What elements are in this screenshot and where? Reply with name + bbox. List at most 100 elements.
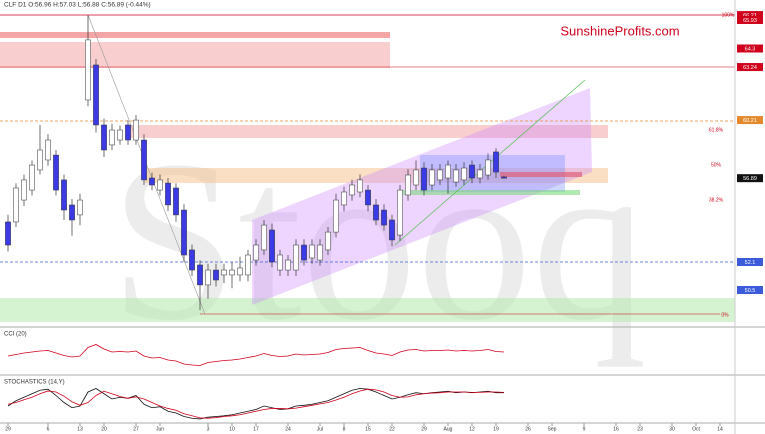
- candle-body: [61, 179, 67, 211]
- candle-body: [301, 244, 307, 261]
- candle-body: [157, 179, 163, 191]
- x-tick-label: 29: [421, 426, 427, 432]
- candle-body: [213, 269, 219, 281]
- candle-body: [133, 119, 139, 141]
- candle-body: [413, 169, 419, 186]
- candle-body: [333, 199, 339, 233]
- candle-body: [293, 244, 299, 271]
- x-tick-label: 22: [389, 426, 395, 432]
- x-tick-label: 10: [229, 426, 235, 432]
- candle-body: [325, 231, 331, 251]
- candle-body: [445, 164, 451, 179]
- candle-body: [253, 244, 259, 261]
- candle-body: [221, 269, 227, 276]
- candle-body: [485, 159, 491, 176]
- candle-body: [125, 124, 131, 141]
- x-tick-label: 14: [717, 426, 723, 432]
- x-tick-label: 26: [525, 426, 531, 432]
- candle-body: [493, 151, 499, 173]
- y-tick-label: 52.1: [745, 260, 756, 266]
- y-tick-label: 56.89: [743, 176, 757, 182]
- candle-body: [29, 164, 35, 191]
- zone: [500, 172, 582, 177]
- x-tick-label: Sep: [548, 426, 557, 432]
- fib-label: 61.8%: [709, 127, 724, 133]
- trend-channel: [252, 88, 592, 305]
- candle-body: [141, 139, 147, 181]
- candle-body: [453, 169, 459, 183]
- candle-body: [269, 229, 275, 263]
- x-tick-label: 13: [77, 426, 83, 432]
- y-tick-tag: [737, 11, 763, 20]
- candle-body: [437, 169, 443, 181]
- y-tick-label: 65.93: [743, 18, 757, 24]
- indicator-line: [7, 388, 505, 419]
- y-tick-tag: [737, 174, 763, 183]
- x-tick-label: Aug: [444, 426, 453, 432]
- candle-body: [237, 267, 243, 276]
- x-tick-label: Jul: [317, 426, 323, 432]
- candle-body: [341, 191, 347, 206]
- candle-body: [261, 224, 267, 251]
- candle-body: [13, 187, 19, 223]
- candle-body: [117, 129, 123, 141]
- candle-body: [173, 187, 179, 216]
- candle-body: [405, 174, 411, 196]
- y-tick-tag: [737, 15, 763, 24]
- y-tick-tag: [737, 63, 763, 72]
- indicator-line: [7, 388, 504, 420]
- watermark: Stooq: [110, 113, 647, 368]
- y-tick-label: 64.3: [745, 46, 756, 52]
- y-tick-label: 63.24: [743, 65, 757, 71]
- candle-body: [181, 209, 187, 256]
- x-tick-label: 23: [637, 426, 643, 432]
- candle-body: [149, 177, 155, 186]
- candle-body: [349, 184, 355, 196]
- zone: [0, 42, 390, 68]
- zone: [130, 125, 608, 138]
- y-tick-tag: [737, 44, 763, 53]
- y-tick-tag: [737, 286, 763, 294]
- candle-body: [461, 167, 467, 181]
- candle-body: [45, 139, 51, 161]
- candle-body: [285, 259, 291, 271]
- x-tick-label: Jun: [156, 426, 164, 432]
- candle-body: [229, 269, 235, 276]
- zone: [145, 168, 608, 183]
- y-tick-label: 60.21: [743, 118, 757, 124]
- zone: [400, 190, 580, 195]
- candle-body: [245, 254, 251, 276]
- candle-body: [477, 169, 483, 179]
- indicator-title: CCI (20): [4, 332, 27, 338]
- candle-body: [165, 182, 171, 206]
- fib-label: 50%: [711, 162, 722, 168]
- candle-body: [469, 164, 475, 179]
- zone: [0, 32, 390, 38]
- x-tick-label: 24: [285, 426, 291, 432]
- candle-body: [429, 169, 435, 186]
- candle-body: [397, 189, 403, 236]
- y-tick-tag: [737, 258, 763, 266]
- candle-body: [365, 189, 371, 206]
- x-tick-label: 16: [613, 426, 619, 432]
- candle-body: [21, 179, 27, 201]
- zone: [0, 298, 735, 322]
- indicator-title: STOCHASTICS (14,Y): [4, 380, 65, 386]
- candle-body: [77, 199, 83, 216]
- candle-body: [101, 124, 107, 151]
- y-tick-label: 50.5: [745, 288, 756, 294]
- candle-body: [69, 204, 75, 221]
- fib-label: 100%: [722, 12, 735, 18]
- x-tick-label: 19: [493, 426, 499, 432]
- candle-body: [501, 176, 507, 179]
- candle-body: [357, 179, 363, 193]
- candle-body: [109, 129, 115, 146]
- candle-body: [373, 204, 379, 221]
- candle-body: [85, 39, 91, 101]
- y-tick-tag: [737, 116, 763, 125]
- x-tick-label: 27: [133, 426, 139, 432]
- x-tick-label: 8: [343, 426, 346, 432]
- candle-body: [309, 244, 315, 259]
- chart-title: CLF D1 O:56.96 H:57.03 L:56.88 C:56.89 (…: [4, 2, 151, 9]
- x-tick-label: 3: [207, 426, 210, 432]
